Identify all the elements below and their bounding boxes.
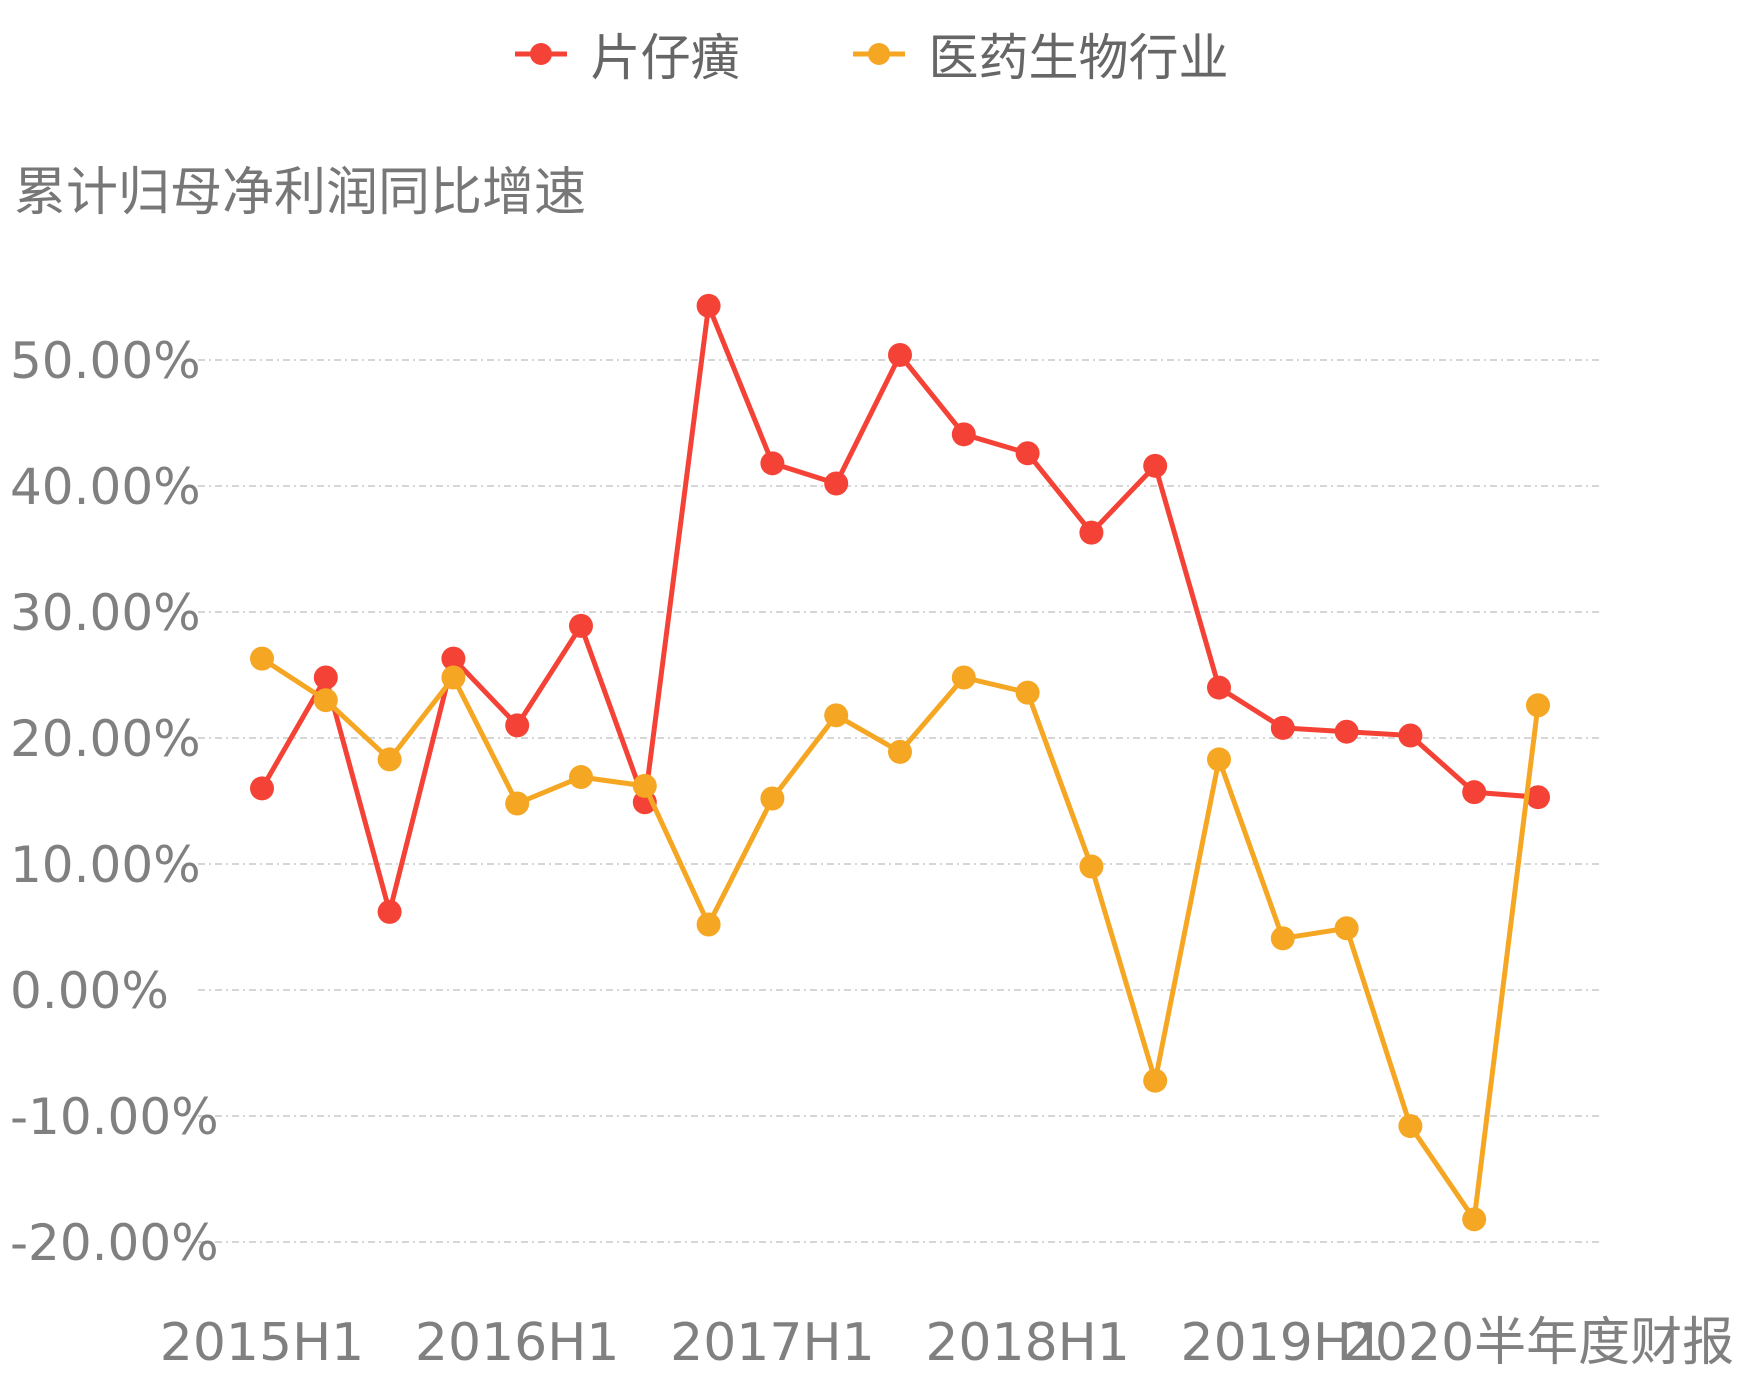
x-tick-label: 2016H1 bbox=[415, 1313, 620, 1373]
series-2-point bbox=[1079, 854, 1104, 879]
series-2-point bbox=[951, 665, 976, 690]
series-2-point bbox=[377, 747, 402, 772]
series-2-point bbox=[313, 688, 338, 713]
series-1-point bbox=[824, 471, 849, 496]
series-1-point bbox=[377, 899, 402, 924]
series-2-point bbox=[1270, 926, 1295, 951]
legend-marker-series-1-icon bbox=[514, 43, 567, 65]
series-1-point bbox=[696, 293, 721, 318]
series-1-line bbox=[259, 303, 1539, 915]
y-tick-label: -20.00% bbox=[10, 1214, 219, 1272]
series-1-point bbox=[1079, 520, 1104, 545]
y-tick-label: 20.00% bbox=[10, 710, 201, 768]
x-tick-label: 2020半年度财报 bbox=[1342, 1313, 1734, 1373]
series-1-point bbox=[1526, 785, 1550, 810]
series-2-point bbox=[569, 765, 593, 790]
y-tick-label: -10.00% bbox=[10, 1088, 219, 1146]
series-1 bbox=[250, 293, 1550, 924]
x-tick-label: 2017H1 bbox=[670, 1313, 875, 1373]
series-1-point bbox=[760, 451, 785, 476]
series-1-point bbox=[951, 422, 976, 447]
series-1-point bbox=[1334, 719, 1359, 744]
x-tick-label: 2018H1 bbox=[925, 1313, 1130, 1373]
series-2-point bbox=[1398, 1114, 1423, 1139]
x-tick-label: 2015H1 bbox=[160, 1313, 365, 1373]
series-2-point bbox=[1015, 680, 1040, 705]
series-1-point bbox=[1270, 715, 1295, 740]
series-1-point bbox=[1143, 453, 1168, 478]
x-tick-label: 2019H1 bbox=[1181, 1313, 1386, 1373]
series-2-point bbox=[250, 646, 274, 671]
series-1-point bbox=[250, 776, 274, 801]
series-1-point bbox=[1015, 441, 1040, 466]
series-2-point bbox=[888, 739, 912, 764]
legend-label-series-2: 医药生物行业 bbox=[928, 29, 1229, 87]
series-2-point bbox=[505, 791, 530, 816]
y-tick-label: 40.00% bbox=[10, 458, 201, 516]
series-1-point bbox=[1398, 723, 1423, 748]
series-2-point bbox=[441, 665, 466, 690]
series-2 bbox=[250, 646, 1550, 1232]
series-1-point bbox=[1462, 780, 1487, 805]
legend: 片仔癀 医药生物行业 bbox=[0, 18, 1741, 90]
series-1-point bbox=[569, 613, 593, 638]
series-1-point bbox=[888, 342, 912, 367]
legend-label-series-1: 片仔癀 bbox=[590, 29, 741, 87]
legend-marker-series-2-icon bbox=[852, 43, 905, 65]
series-1-point bbox=[313, 665, 338, 690]
series-2-point bbox=[1334, 916, 1359, 941]
series-2-point bbox=[1143, 1068, 1168, 1093]
y-tick-label: 50.00% bbox=[10, 332, 201, 390]
series-1-point bbox=[1207, 675, 1231, 700]
series-2-point bbox=[824, 703, 849, 728]
series-2-point bbox=[760, 786, 785, 811]
series-1-point bbox=[505, 713, 530, 738]
y-axis-title: 累计归母净利润同比增速 bbox=[14, 163, 587, 223]
series-1-point bbox=[441, 646, 466, 671]
y-tick-label: 10.00% bbox=[10, 836, 201, 894]
legend-item-series-1[interactable]: 片仔癀 bbox=[513, 18, 741, 90]
series-2-point bbox=[1207, 747, 1231, 772]
y-tick-label: 0.00% bbox=[10, 962, 169, 1020]
series-2-point bbox=[1526, 693, 1550, 718]
legend-item-series-2[interactable]: 医药生物行业 bbox=[851, 18, 1229, 90]
series-2-point bbox=[632, 773, 657, 798]
y-tick-label: 30.00% bbox=[10, 584, 201, 642]
series-2-point bbox=[1462, 1207, 1487, 1232]
series-2-point bbox=[696, 912, 721, 937]
